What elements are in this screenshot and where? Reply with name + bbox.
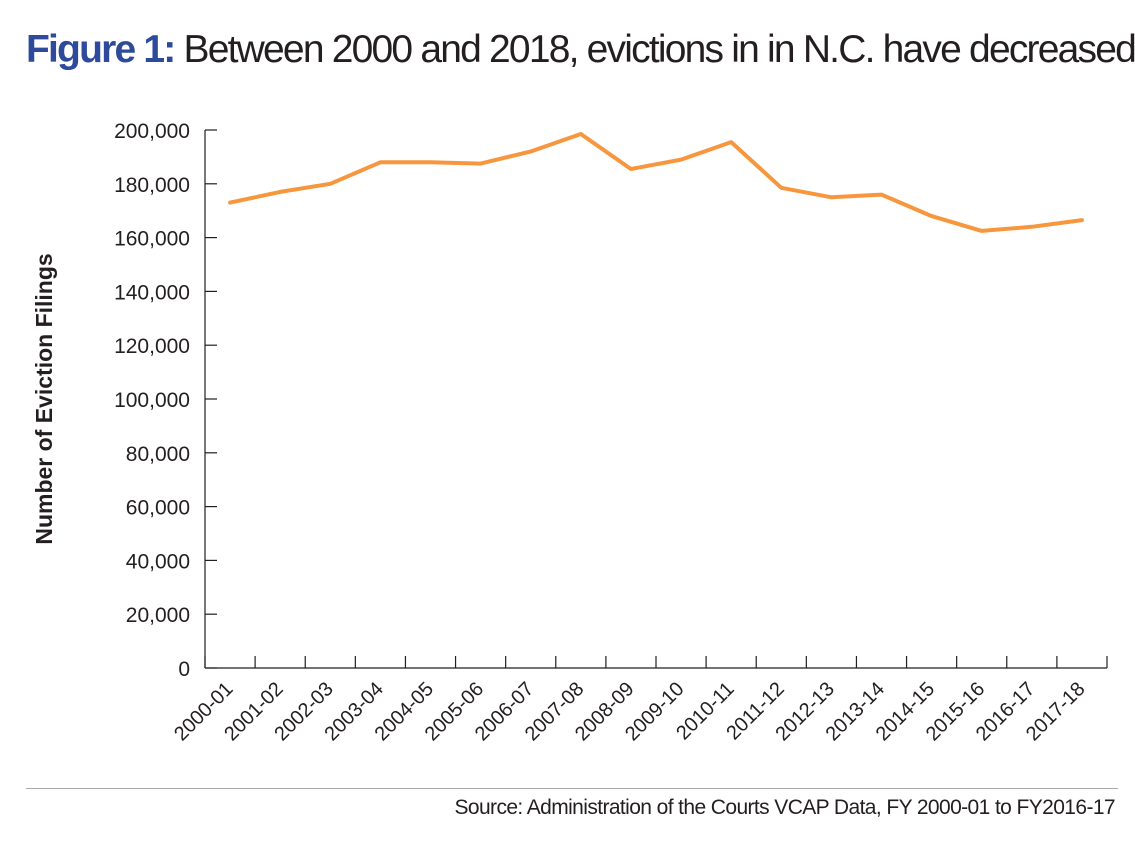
data-point [1081, 219, 1083, 221]
y-tick-label: 80,000 [126, 443, 190, 466]
data-point [981, 230, 983, 232]
data-point [730, 141, 732, 143]
data-point [480, 163, 482, 165]
data-point [430, 161, 431, 163]
data-point [580, 133, 582, 135]
source-note: Source: Administration of the Courts VCA… [454, 796, 1115, 819]
data-point [229, 202, 231, 204]
data-point [1031, 226, 1033, 228]
y-tick-label: 20,000 [126, 604, 190, 627]
y-tick-label: 180,000 [114, 174, 190, 197]
divider [26, 788, 1118, 789]
data-point [830, 196, 832, 198]
y-tick-label: 60,000 [126, 497, 190, 520]
y-tick-label: 160,000 [114, 228, 190, 251]
data-point [530, 151, 532, 153]
data-point [780, 187, 782, 189]
y-tick-label: 140,000 [114, 281, 190, 304]
y-tick-label: 120,000 [114, 335, 190, 358]
y-tick-label: 0 [178, 658, 190, 681]
data-point [881, 194, 882, 196]
title-text: Between 2000 and 2018, evictions in in N… [183, 28, 1135, 71]
data-point [329, 183, 331, 185]
series-line [228, 132, 1084, 233]
data-point [680, 159, 682, 161]
y-tick-label: 100,000 [114, 389, 190, 412]
data-point [630, 168, 632, 170]
chart-title: Figure 1: Between 2000 and 2018, evictio… [26, 22, 1135, 78]
y-tick-label: 40,000 [126, 550, 190, 573]
data-point [279, 191, 281, 193]
y-axis-label: Number of Eviction Filings [31, 253, 57, 544]
data-point [931, 215, 933, 217]
y-tick-label: 200,000 [114, 120, 190, 143]
data-point [379, 161, 381, 163]
figure-label: Figure 1: [26, 28, 176, 71]
